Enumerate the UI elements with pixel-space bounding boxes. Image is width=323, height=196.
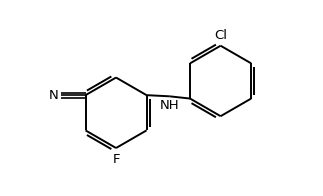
Text: N: N bbox=[48, 89, 58, 102]
Text: F: F bbox=[112, 153, 120, 166]
Text: Cl: Cl bbox=[214, 29, 227, 42]
Text: NH: NH bbox=[160, 99, 179, 112]
